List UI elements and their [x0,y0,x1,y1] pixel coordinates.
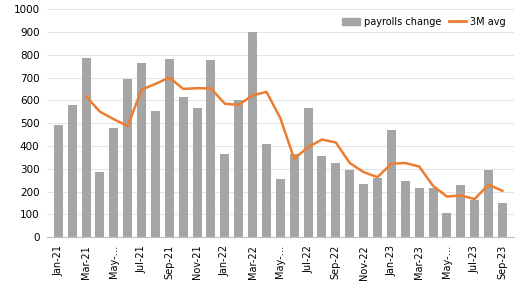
Bar [262,144,271,237]
Bar [276,179,285,237]
Bar [484,170,493,237]
Bar [248,32,257,237]
Bar [220,154,230,237]
Bar [331,163,341,237]
Bar [498,203,507,237]
Bar [442,213,451,237]
Bar [165,59,174,237]
Legend: payrolls change, 3M avg: payrolls change, 3M avg [339,14,509,30]
Bar [456,185,465,237]
Bar [303,108,313,237]
Bar [179,97,188,237]
Bar [192,108,202,237]
Bar [123,79,132,237]
Bar [151,111,160,237]
Bar [54,126,63,237]
Bar [234,100,243,237]
Bar [387,130,396,237]
Bar [470,199,479,237]
Bar [110,128,118,237]
Bar [401,181,410,237]
Bar [206,60,215,237]
Bar [359,184,368,237]
Bar [373,178,382,237]
Bar [345,170,354,237]
Bar [137,63,146,237]
Bar [290,154,299,237]
Bar [429,188,438,237]
Bar [414,188,423,237]
Bar [68,105,77,237]
Bar [318,156,326,237]
Bar [95,172,104,237]
Bar [82,58,91,237]
